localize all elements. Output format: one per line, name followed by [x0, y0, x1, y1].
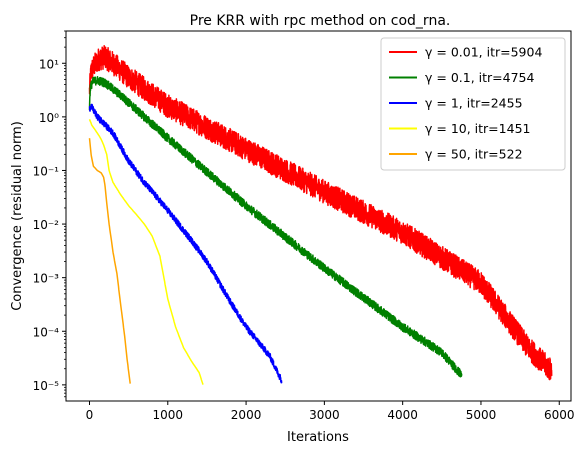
series-layer: [88, 45, 553, 385]
x-tick-label: 4000: [387, 408, 418, 422]
x-tick-label: 2000: [231, 408, 262, 422]
x-tick-label: 0: [86, 408, 94, 422]
x-axis: 0 1000 2000 3000 4000 5000 6000: [86, 401, 575, 422]
x-tick-label: 5000: [466, 408, 497, 422]
series-line-4: [88, 138, 131, 384]
y-tick-label: 10⁻⁴: [33, 325, 60, 339]
y-tick-label: 10⁰: [39, 111, 59, 125]
legend-label: γ = 0.01, itr=5904: [425, 45, 542, 60]
x-tick-label: 3000: [309, 408, 340, 422]
series-line-0: [88, 45, 553, 381]
x-axis-label: Iterations: [287, 430, 349, 445]
y-tick-label: 10¹: [39, 57, 59, 71]
legend-label: γ = 10, itr=1451: [425, 121, 530, 136]
y-axis-label: Convergence (residual norm): [10, 121, 25, 311]
series-line-3: [88, 119, 204, 385]
legend-box: [380, 37, 566, 171]
y-tick-label: 10⁻²: [33, 218, 60, 232]
y-tick-label: 10⁻⁵: [33, 379, 60, 393]
legend-label: γ = 50, itr=522: [425, 147, 523, 162]
plot-frame: [65, 30, 572, 402]
series-line-2: [88, 103, 283, 384]
y-axis: 10⁻⁵ 10⁻⁴ 10⁻³ 10⁻² 10⁻¹ 10⁰ 10¹: [33, 30, 66, 398]
y-tick-label: 10⁻¹: [33, 164, 60, 178]
legend-label: γ = 0.1, itr=4754: [425, 70, 534, 85]
series-line-1: [88, 75, 463, 378]
x-tick-label: 6000: [544, 408, 575, 422]
chart-title: Pre KRR with rpc method on cod_rna.: [190, 13, 451, 29]
legend: γ = 0.01, itr=5904 γ = 0.1, itr=4754 γ = 1…: [380, 37, 566, 171]
x-tick-label: 1000: [153, 408, 184, 422]
legend-label: γ = 1, itr=2455: [425, 96, 523, 111]
y-tick-label: 10⁻³: [33, 272, 60, 286]
